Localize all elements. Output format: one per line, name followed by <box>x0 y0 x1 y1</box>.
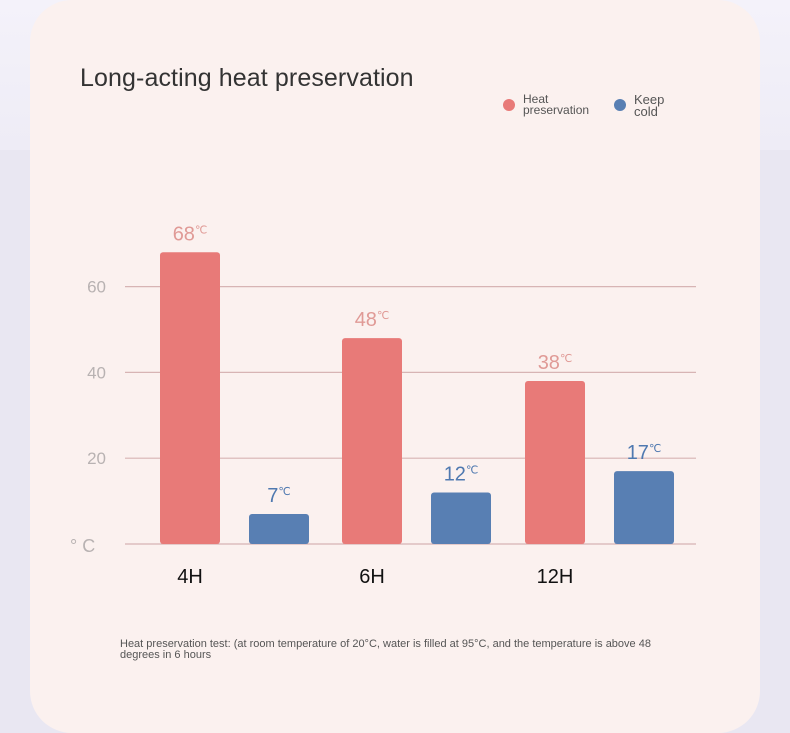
data-label: 12℃ <box>444 464 479 486</box>
bar-heat <box>342 338 402 544</box>
x-category-label: 12H <box>537 566 574 588</box>
data-label: 38℃ <box>538 352 573 374</box>
bar-cold <box>249 513 309 544</box>
y-tick-label: 40 <box>87 363 106 382</box>
data-label: 7℃ <box>267 485 290 507</box>
bar-cold <box>614 471 674 544</box>
bar-cold <box>431 492 491 544</box>
bar-heat <box>160 252 220 544</box>
legend-label-heat: Heat preservation <box>523 92 590 117</box>
footnote: Heat preservation test: (at room tempera… <box>120 638 651 661</box>
bar-heat <box>525 380 585 544</box>
y-axis-unit-label: ° C <box>70 536 95 556</box>
data-label: 17℃ <box>627 442 662 464</box>
data-label: 48℃ <box>355 309 390 331</box>
legend-label-cold: Keep cold <box>634 92 665 119</box>
x-category-label: 4H <box>177 566 203 588</box>
legend-item-heat: Heat preservation <box>503 92 593 117</box>
legend-item-cold: Keep cold <box>614 92 674 119</box>
data-label: 68℃ <box>173 223 208 245</box>
x-category-label: 6H <box>359 566 385 588</box>
legend-dot-heat-icon <box>503 99 515 111</box>
legend-dot-cold-icon <box>614 99 626 111</box>
y-tick-label: 60 <box>87 278 106 297</box>
y-tick-label: 20 <box>87 449 106 468</box>
chart-title: Long-acting heat preservation <box>80 64 414 92</box>
